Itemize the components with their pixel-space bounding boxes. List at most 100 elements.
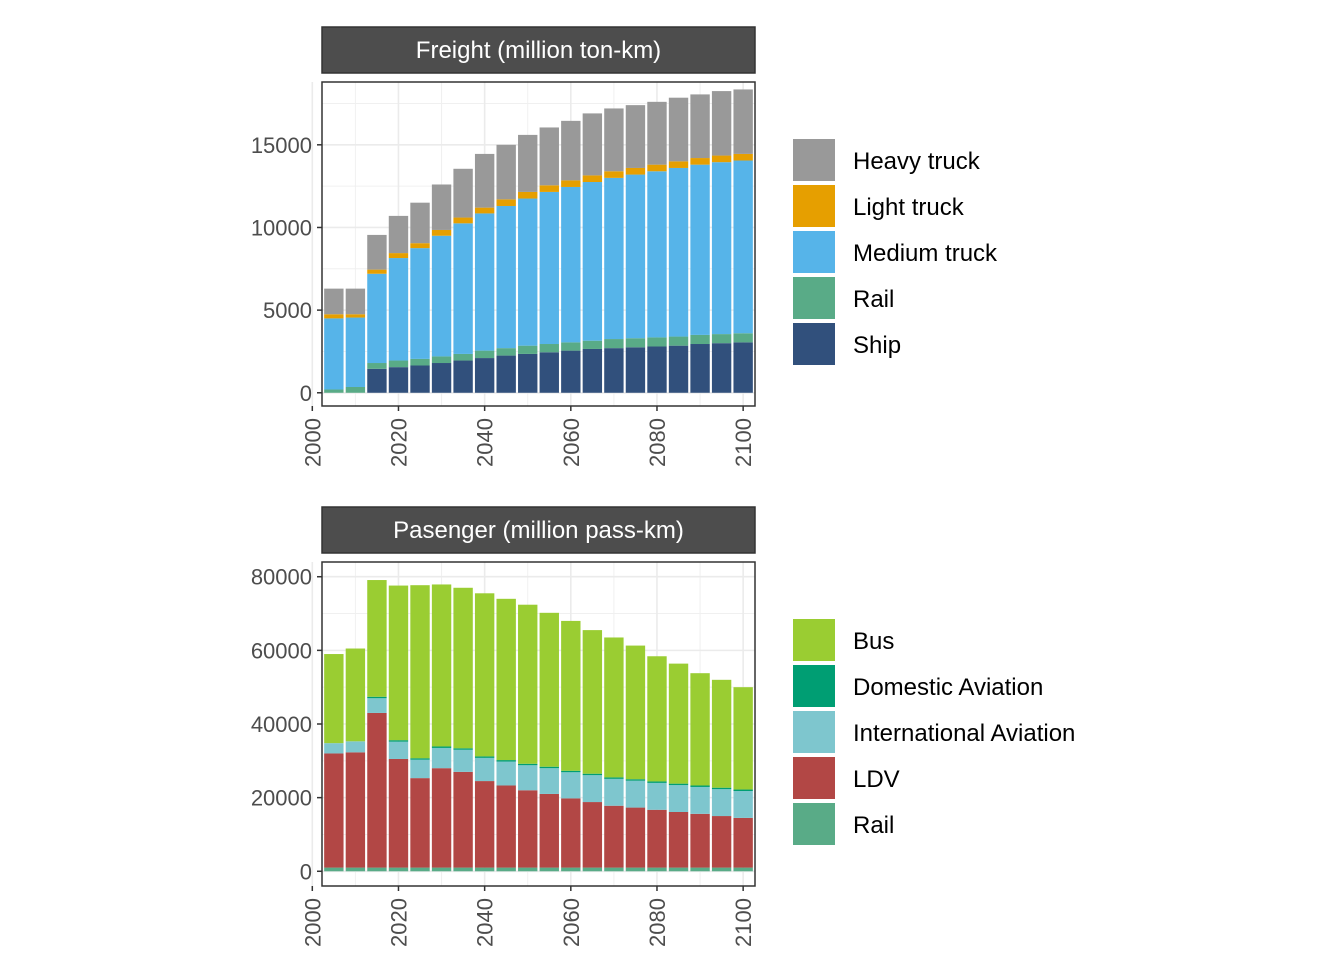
bar-segment — [711, 334, 732, 344]
bar-segment — [668, 811, 689, 868]
bar-segment — [324, 288, 344, 315]
bar-segment — [496, 598, 516, 761]
bar-segment — [539, 768, 559, 794]
bar-segment — [324, 314, 344, 319]
legend-label: Domestic Aviation — [853, 674, 1043, 701]
bar-segment — [324, 753, 344, 868]
bar-segment — [690, 334, 710, 345]
bar-segment — [518, 790, 538, 868]
bar-segment — [367, 867, 387, 872]
bar-segment — [453, 353, 473, 361]
facet-title: Freight (million ton-km) — [416, 37, 661, 64]
bar-segment — [539, 191, 559, 345]
x-tick-label: 2060 — [559, 418, 584, 467]
bar-segment — [453, 587, 473, 749]
bar-segment — [453, 168, 473, 218]
bar-segment — [625, 645, 646, 780]
bar-segment — [367, 696, 387, 699]
legend-label: Heavy truck — [853, 148, 981, 175]
bar-segment — [388, 258, 409, 361]
bar-segment — [518, 867, 538, 872]
bar-segment — [474, 756, 495, 758]
bar-segment — [668, 161, 689, 168]
bar-segment — [625, 174, 646, 339]
bar-segment — [582, 182, 603, 341]
bar-segment — [668, 97, 689, 162]
bar-segment — [604, 348, 624, 393]
bar-segment — [733, 817, 753, 868]
legend-key — [793, 277, 835, 319]
bar-segment — [733, 687, 753, 790]
bar-segment — [431, 229, 452, 236]
bar-segment — [604, 108, 624, 172]
bar-segment — [733, 89, 753, 154]
bar-segment — [690, 786, 710, 814]
bar-segment — [345, 867, 366, 872]
bar-segment — [647, 101, 667, 165]
bar-segment — [625, 347, 646, 393]
bar-segment — [733, 342, 753, 393]
bar-segment — [539, 766, 559, 769]
bar-segment — [668, 783, 689, 786]
bar-segment — [431, 746, 452, 748]
bar-segment — [474, 153, 495, 208]
bar-segment — [668, 867, 689, 872]
bar-segment — [690, 94, 710, 159]
bar-segment — [690, 813, 710, 868]
bar-segment — [668, 785, 689, 812]
bar-segment — [367, 698, 387, 713]
bar-segment — [431, 867, 452, 872]
legend-key — [793, 757, 835, 799]
bar-segment — [561, 120, 581, 181]
bar-segment — [733, 160, 753, 334]
bar-segment — [539, 344, 559, 353]
legend-label: Ship — [853, 332, 901, 359]
bar-segment — [625, 867, 646, 872]
bar-segment — [453, 867, 473, 872]
bar-segment — [410, 759, 430, 779]
bar-segment — [625, 807, 646, 868]
bar-segment — [474, 593, 495, 757]
bar-segment — [474, 757, 495, 782]
y-tick-label: 5000 — [263, 298, 312, 323]
bar-segment — [496, 785, 516, 868]
bar-segment — [561, 770, 581, 773]
panel-border — [321, 81, 756, 407]
legend-label: International Aviation — [853, 720, 1075, 747]
bar-segment — [539, 793, 559, 868]
bar-segment — [518, 765, 538, 791]
bar-segment — [711, 91, 732, 156]
bar-segment — [388, 867, 409, 872]
legend-key — [793, 619, 835, 661]
bar-segment — [733, 867, 753, 872]
legend-label: Rail — [853, 286, 894, 313]
bar-segment — [431, 235, 452, 357]
bar-segment — [690, 164, 710, 335]
bar-segment — [410, 243, 430, 249]
bar-segment — [582, 630, 603, 774]
bar-segment — [410, 202, 430, 244]
legend-label: Rail — [853, 812, 894, 839]
bar-segment — [690, 344, 710, 393]
bar-segment — [345, 317, 366, 387]
x-tick-label: 2100 — [731, 898, 756, 947]
x-tick-label: 2020 — [386, 898, 411, 947]
chart-panel-2: Pasenger (million pass-km) 0 20000 40000 600… — [251, 506, 1075, 947]
bar-segment — [453, 749, 473, 772]
bar-segment — [431, 184, 452, 230]
bar-segment — [561, 798, 581, 868]
bar-segment — [733, 153, 753, 161]
legend-key — [793, 665, 835, 707]
bar-segment — [474, 867, 495, 872]
bar-segment — [324, 654, 344, 744]
legend-label: Bus — [853, 628, 894, 655]
bar-segment — [518, 191, 538, 199]
bar-segment — [345, 752, 366, 868]
bar-segment — [604, 867, 624, 872]
y-tick-label: 0 — [300, 859, 312, 884]
bar-segment — [647, 346, 667, 393]
bar-segment — [647, 337, 667, 347]
bar-segment — [647, 164, 667, 172]
bar-segment — [431, 363, 452, 393]
bar-segment — [582, 773, 603, 776]
